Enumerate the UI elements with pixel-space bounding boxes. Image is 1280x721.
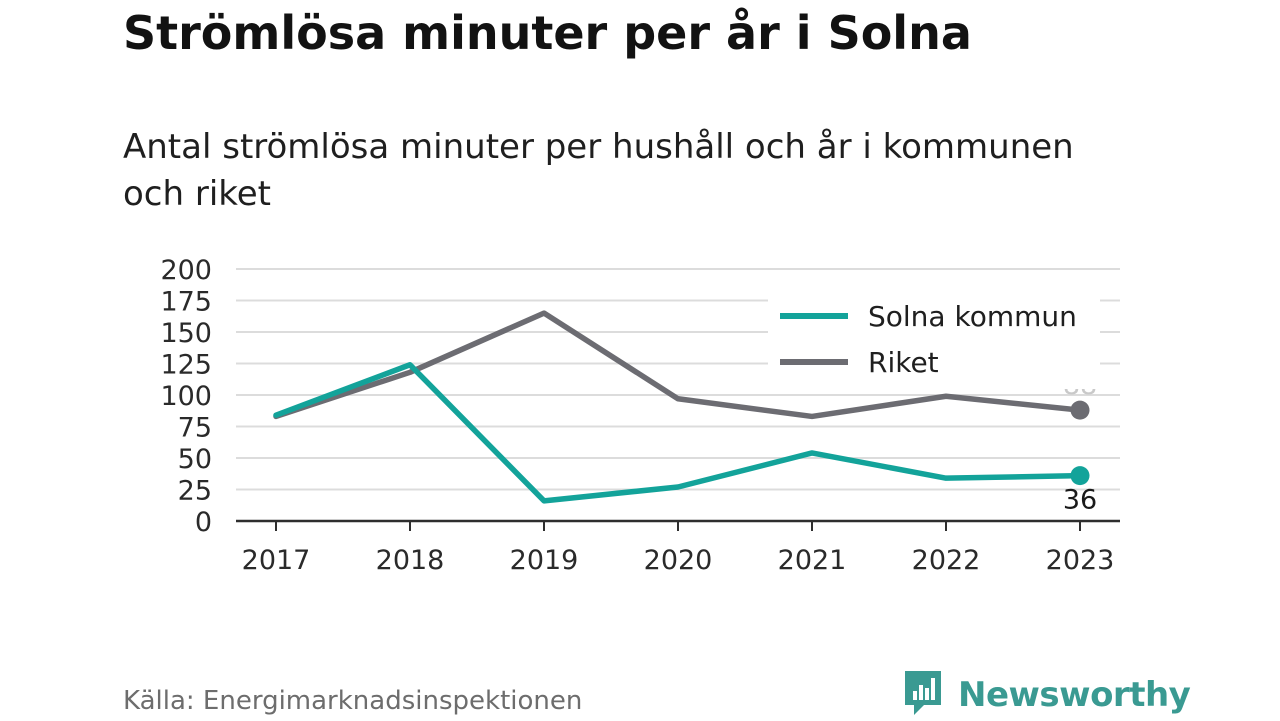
brand-name: Newsworthy [958, 675, 1191, 715]
end-label-solna-kommun: 36 [1063, 485, 1097, 516]
y-tick-label: 200 [160, 255, 212, 286]
y-tick-label: 75 [178, 413, 212, 444]
x-tick-label: 2018 [376, 545, 445, 576]
series-line-solna-kommun [273, 362, 1083, 504]
series-line-riket [273, 310, 1083, 420]
end-point-solna-kommun [1070, 466, 1090, 486]
x-tick-label: 2020 [644, 545, 713, 576]
chart-subtitle: Antal strömlösa minuter per hushåll och … [123, 127, 1074, 214]
chart-title: Strömlösa minuter per år i Solna [123, 6, 972, 60]
brand-logo[interactable]: Newsworthy [902, 669, 1191, 721]
legend: Solna kommun Riket [768, 294, 1100, 389]
source-note: Källa: Energimarknadsinspektionen [123, 686, 583, 716]
y-tick-label: 125 [160, 350, 212, 381]
x-tick-label: 2022 [912, 545, 981, 576]
y-tick-label: 175 [160, 287, 212, 318]
x-axis: 2017 2018 2019 2020 2021 2022 2023 [236, 519, 1120, 576]
newsworthy-logo-icon [902, 669, 944, 721]
x-tick-label: 2021 [778, 545, 847, 576]
x-tick-label: 2023 [1046, 545, 1115, 576]
y-tick-label: 100 [160, 381, 212, 412]
x-tick-label: 2017 [242, 545, 311, 576]
legend-label-riket: Riket [868, 346, 939, 379]
x-tick-label: 2019 [510, 545, 579, 576]
end-point-riket [1070, 400, 1090, 420]
y-tick-label: 25 [178, 476, 212, 507]
legend-label-solna-kommun: Solna kommun [868, 300, 1077, 333]
y-tick-label: 0 [195, 507, 212, 538]
y-tick-label: 50 [178, 444, 212, 475]
y-tick-label: 150 [160, 318, 212, 349]
legend-background [768, 294, 1100, 389]
